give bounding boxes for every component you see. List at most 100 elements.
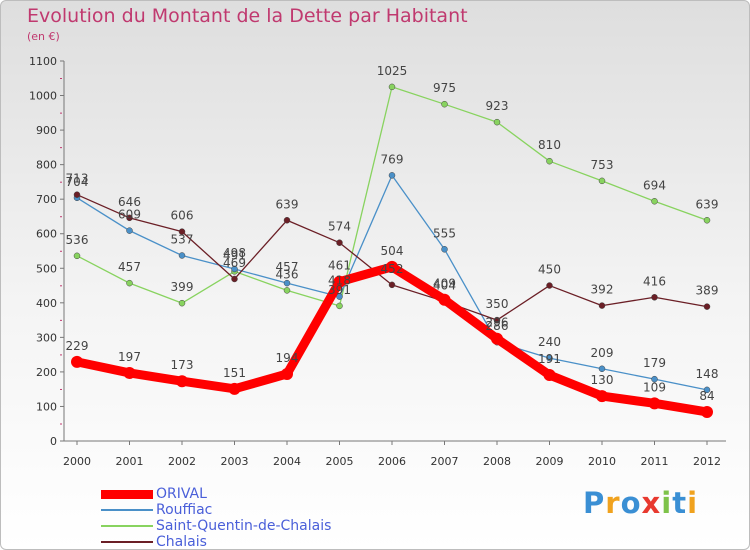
- legend-swatch: [101, 525, 153, 527]
- data-point: [493, 118, 501, 126]
- data-point: [651, 294, 658, 301]
- data-point: [126, 279, 133, 287]
- data-point: [438, 293, 451, 306]
- data-label: 537: [171, 232, 194, 246]
- data-label: 286: [486, 319, 509, 333]
- data-label: 694: [643, 178, 666, 192]
- data-point: [336, 293, 343, 300]
- data-label: 109: [643, 380, 666, 394]
- data-label: 151: [223, 366, 246, 380]
- data-point: [388, 281, 396, 289]
- data-label: 646: [118, 195, 141, 209]
- data-label: 457: [276, 260, 299, 274]
- y-tick-label: 700: [36, 193, 57, 206]
- chart-subtitle: (en €): [27, 30, 60, 43]
- data-point: [546, 354, 553, 362]
- data-point: [283, 287, 291, 294]
- data-point: [598, 302, 606, 309]
- data-label: 639: [276, 197, 299, 211]
- logo-letter: r: [605, 486, 621, 520]
- data-point: [336, 239, 343, 246]
- y-tick-label: 800: [36, 159, 57, 172]
- x-tick-label: 2000: [63, 455, 91, 468]
- data-point: [176, 375, 188, 388]
- data-label: 498: [223, 246, 246, 260]
- data-label: 130: [591, 373, 614, 387]
- data-point: [231, 265, 238, 273]
- data-point: [701, 405, 713, 418]
- data-label: 457: [118, 260, 141, 274]
- data-point: [598, 365, 606, 373]
- data-label: 461: [328, 259, 351, 273]
- data-point: [336, 302, 343, 310]
- chart-title: Evolution du Montant de la Dette par Hab…: [27, 5, 468, 27]
- x-tick-label: 2007: [431, 455, 459, 468]
- y-tick-label: 0: [50, 435, 57, 448]
- logo-letter: t: [672, 486, 688, 520]
- x-tick-label: 2010: [588, 455, 616, 468]
- data-label: 229: [66, 339, 89, 353]
- data-label: 555: [433, 226, 456, 240]
- data-label: 769: [381, 152, 404, 166]
- data-label: 197: [118, 350, 141, 364]
- data-label: 84: [699, 389, 714, 403]
- data-point: [441, 100, 448, 108]
- legend-swatch: [101, 490, 153, 499]
- data-point: [333, 275, 346, 288]
- data-point: [283, 279, 291, 287]
- data-label: 469: [223, 256, 246, 270]
- data-label: 810: [538, 138, 561, 152]
- data-point: [388, 172, 396, 179]
- data-label: 296: [486, 316, 509, 330]
- x-tick-label: 2001: [116, 455, 144, 468]
- y-tick-label: 200: [36, 366, 57, 379]
- data-label: 452: [381, 262, 404, 276]
- data-point: [703, 386, 711, 394]
- x-tick-label: 2005: [326, 455, 354, 468]
- data-label: 404: [433, 278, 456, 292]
- data-point: [703, 217, 711, 224]
- data-point: [231, 275, 238, 283]
- y-tick-label: 900: [36, 124, 57, 137]
- data-label: 450: [538, 263, 561, 277]
- data-label: 179: [643, 356, 666, 370]
- data-point: [281, 367, 293, 380]
- data-point: [651, 198, 658, 205]
- data-point: [283, 217, 291, 224]
- data-label: 923: [486, 99, 509, 113]
- data-point: [388, 83, 396, 91]
- data-label: 975: [433, 81, 456, 95]
- logo-letter: P: [583, 486, 606, 520]
- x-tick-label: 2011: [641, 455, 669, 468]
- logo-letter: i: [687, 486, 699, 520]
- y-tick-label: 400: [36, 297, 57, 310]
- y-tick-label: 1100: [29, 55, 57, 68]
- data-point: [651, 375, 658, 383]
- data-point: [546, 282, 553, 289]
- data-label: 240: [538, 335, 561, 349]
- data-point: [126, 227, 133, 234]
- logo-letter: x: [641, 486, 662, 520]
- data-label: 639: [696, 197, 719, 211]
- y-tick-label: 100: [36, 400, 57, 413]
- data-point: [598, 177, 606, 185]
- data-label: 209: [591, 346, 614, 360]
- data-label: 392: [591, 283, 614, 297]
- data-label: 436: [276, 267, 299, 281]
- y-tick-label: 300: [36, 331, 57, 344]
- data-point: [703, 303, 711, 310]
- data-label: 491: [223, 248, 246, 262]
- y-tick-label: 500: [36, 262, 57, 275]
- data-point: [386, 260, 398, 273]
- data-label: 194: [276, 351, 299, 365]
- legend-label: ORIVAL: [156, 486, 207, 502]
- data-point: [493, 316, 501, 324]
- data-point: [178, 299, 186, 307]
- data-label: 609: [118, 208, 141, 222]
- data-point: [126, 214, 133, 222]
- data-point: [71, 355, 83, 368]
- data-label: 536: [66, 233, 89, 247]
- y-tick-label: 600: [36, 228, 57, 241]
- data-label: 704: [66, 175, 89, 189]
